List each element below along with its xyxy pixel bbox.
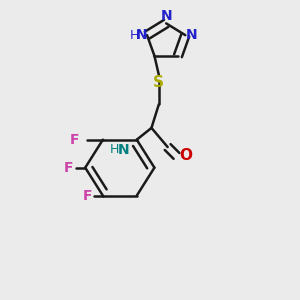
Text: O: O bbox=[179, 148, 192, 164]
Text: F: F bbox=[83, 189, 93, 202]
Text: H: H bbox=[110, 143, 119, 157]
Text: N: N bbox=[185, 28, 197, 42]
Text: H: H bbox=[130, 29, 139, 42]
Text: N: N bbox=[160, 9, 172, 23]
Text: F: F bbox=[70, 133, 79, 147]
Text: F: F bbox=[64, 161, 74, 175]
Text: N: N bbox=[118, 143, 129, 157]
Text: S: S bbox=[153, 75, 164, 90]
Text: N: N bbox=[135, 28, 147, 42]
